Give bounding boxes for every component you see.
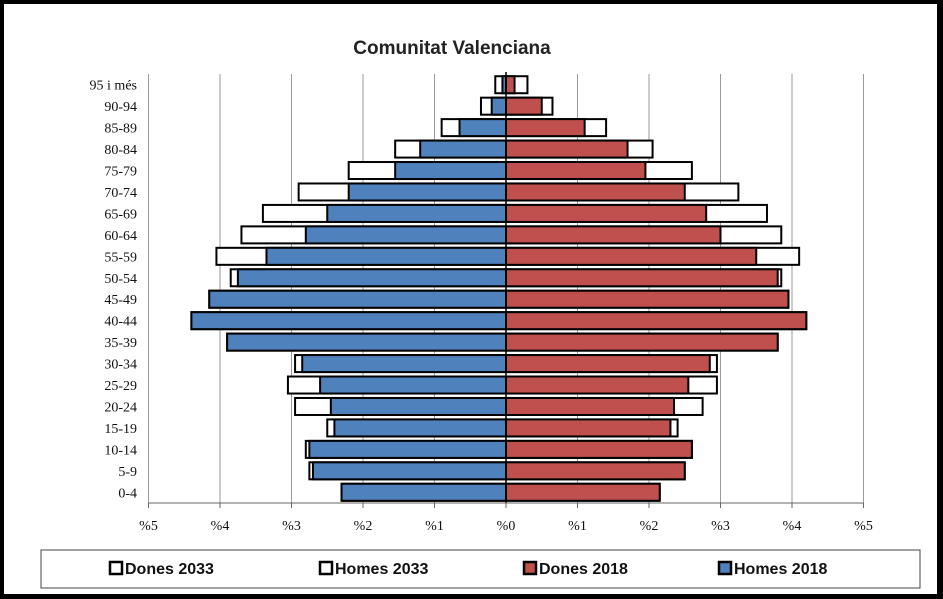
bar-dones-2018-11	[505, 311, 808, 331]
bar-dones-2018-14	[505, 375, 690, 395]
age-label-17: 10-14	[104, 443, 137, 458]
bar-dones-2018-4	[505, 161, 647, 181]
age-group-labels: 95 i més 90-94 85-89 80-84 75-79 70-74 65-69 60…	[90, 79, 137, 502]
bar-homes-2018-13	[301, 354, 507, 374]
x-tick-label-2: %3	[282, 519, 301, 534]
legend-label-dones-2018: Dones 2018	[539, 561, 628, 578]
bar-dones-2018-13	[505, 354, 711, 374]
x-tick-label-10: %5	[854, 519, 873, 534]
bar-homes-2018-11	[190, 311, 507, 331]
bar-homes-2018-6	[326, 203, 507, 223]
legend-box	[40, 549, 921, 589]
bar-dones-2018-2	[505, 118, 586, 138]
chart-title: Comunitat Valenciana	[353, 38, 551, 59]
age-label-5: 70-74	[104, 186, 137, 201]
bar-dones-2018-7	[505, 225, 722, 245]
age-label-15: 20-24	[104, 400, 137, 415]
age-label-13: 30-34	[104, 358, 137, 373]
legend-label-homes-2018: Homes 2018	[734, 561, 827, 578]
bar-dones-2018-19	[505, 482, 661, 502]
legend-swatch-homes-2018	[717, 560, 733, 576]
bar-dones-2018-15	[505, 396, 676, 416]
x-tick-label-8: %3	[711, 519, 730, 534]
age-label-16: 15-19	[104, 422, 137, 437]
bar-homes-2018-12	[226, 332, 507, 352]
bar-dones-2018-16	[505, 418, 672, 438]
legend-swatch-homes-2033	[318, 560, 334, 576]
bar-homes-2018-15	[329, 396, 508, 416]
bar-dones-2018-12	[505, 332, 779, 352]
bar-homes-2018-7	[304, 225, 507, 245]
age-label-6: 65-69	[104, 207, 137, 222]
age-label-2: 85-89	[104, 122, 137, 137]
age-label-11: 40-44	[104, 315, 137, 330]
age-label-7: 60-64	[104, 229, 137, 244]
legend: Dones 2033 Homes 2033 Dones 2018 Homes 2018	[40, 549, 921, 589]
bar-homes-2018-19	[340, 482, 507, 502]
legend-swatch-dones-2018	[522, 560, 538, 576]
bar-dones-2018-10	[505, 289, 790, 309]
bar-homes-2018-5	[347, 182, 508, 202]
bar-homes-2018-8	[265, 246, 507, 266]
legend-label-dones-2033: Dones 2033	[125, 561, 214, 578]
age-label-19: 0-4	[118, 486, 137, 501]
bar-dones-2018-1	[505, 96, 543, 116]
age-label-3: 80-84	[104, 143, 137, 158]
bar-homes-2018-1	[490, 96, 508, 116]
x-tick-label-6: %1	[568, 519, 587, 534]
age-label-18: 5-9	[118, 465, 137, 480]
bar-dones-2018-9	[505, 268, 779, 288]
bar-dones-2018-8	[505, 246, 758, 266]
bar-homes-2018-9	[236, 268, 507, 288]
bar-homes-2018-10	[208, 289, 507, 309]
bar-dones-2018-18	[505, 461, 686, 481]
bar-homes-2018-4	[394, 161, 507, 181]
x-tick-label-7: %2	[640, 519, 659, 534]
x-tick-label-3: %2	[354, 519, 373, 534]
bar-dones-2018-3	[505, 139, 629, 159]
age-label-12: 35-39	[104, 336, 137, 351]
bar-dones-2018-5	[505, 182, 686, 202]
bars	[190, 75, 808, 502]
bar-dones-2018-6	[505, 203, 708, 223]
age-label-8: 55-59	[104, 250, 137, 265]
bar-homes-2018-16	[333, 418, 507, 438]
bar-homes-2018-2	[458, 118, 507, 138]
x-tick-label-1: %4	[211, 519, 230, 534]
bar-dones-2018-17	[505, 439, 693, 459]
legend-label-homes-2033: Homes 2033	[335, 561, 428, 578]
bar-homes-2018-3	[419, 139, 508, 159]
age-label-0: 95 i més	[90, 79, 137, 94]
bar-homes-2018-17	[308, 439, 507, 459]
bar-homes-2018-18	[311, 461, 508, 481]
axis	[148, 72, 864, 508]
age-label-1: 90-94	[104, 100, 137, 115]
population-pyramid-chart: Comunitat Valenciana 95 i més 90-94 85-89 8…	[40, 38, 921, 589]
age-label-9: 50-54	[104, 272, 137, 287]
bar-homes-2018-14	[319, 375, 507, 395]
age-label-14: 25-29	[104, 379, 137, 394]
x-tick-label-4: %1	[425, 519, 444, 534]
x-axis-tick-labels: %5 %4 %3 %2 %1 %0 %1 %2 %3 %4 %5	[139, 519, 873, 534]
legend-swatch-dones-2033	[108, 560, 124, 576]
x-tick-label-0: %5	[139, 519, 158, 534]
age-label-4: 75-79	[104, 165, 137, 180]
bar-dones-2018-0	[505, 75, 516, 95]
x-tick-label-5: %0	[497, 519, 516, 534]
x-tick-label-9: %4	[783, 519, 802, 534]
age-label-10: 45-49	[104, 293, 137, 308]
